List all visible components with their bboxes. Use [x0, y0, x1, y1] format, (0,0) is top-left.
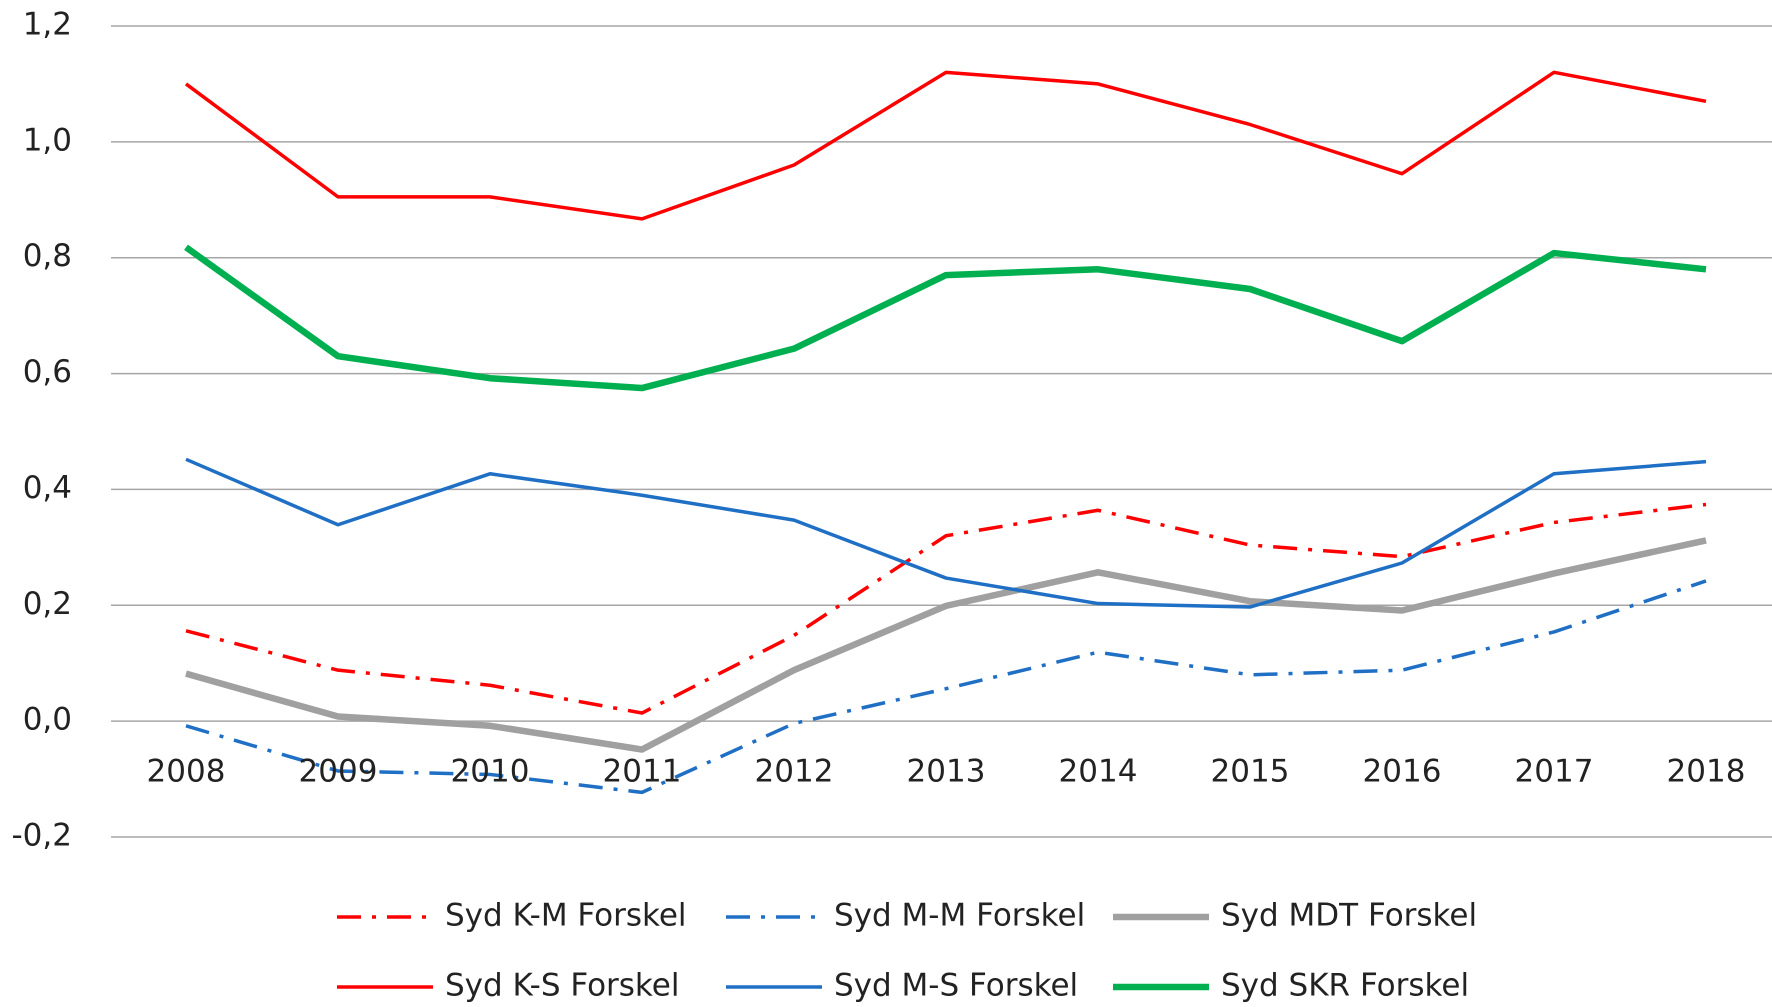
- series-line: [185, 579, 1707, 795]
- x-tick-label: 2013: [907, 754, 986, 790]
- x-tick-label: 2011: [603, 754, 682, 790]
- legend-label: Syd M-M Forskel: [834, 898, 1085, 934]
- y-tick-label: 0,4: [23, 470, 72, 506]
- series-line: [185, 502, 1707, 715]
- y-tick-label: 1,2: [23, 7, 72, 43]
- y-tick-label: 0,8: [23, 238, 72, 274]
- x-tick-label: 2018: [1667, 754, 1746, 790]
- x-tick-label: 2012: [755, 754, 834, 790]
- x-tick-label: 2017: [1515, 754, 1594, 790]
- series-line: [184, 244, 1707, 392]
- legend-label: Syd M-S Forskel: [834, 968, 1078, 1004]
- x-tick-label: 2010: [451, 754, 530, 790]
- x-tick-label: 2008: [147, 754, 226, 790]
- series-line: [184, 70, 1707, 221]
- y-tick-label: -0,2: [12, 818, 73, 854]
- y-tick-label: 0,2: [23, 586, 72, 622]
- x-tick-label: 2014: [1059, 754, 1138, 790]
- legend-label: Syd SKR Forskel: [1221, 968, 1469, 1004]
- legend-label: Syd MDT Forskel: [1221, 898, 1477, 934]
- series-line: [185, 537, 1707, 753]
- series-line: [185, 457, 1707, 609]
- legend-label: Syd K-M Forskel: [445, 898, 687, 934]
- y-tick-label: 0,6: [23, 354, 72, 390]
- legend-label: Syd K-S Forskel: [445, 968, 679, 1004]
- x-tick-label: 2015: [1211, 754, 1290, 790]
- y-tick-label: 0,0: [23, 702, 72, 738]
- x-tick-label: 2009: [299, 754, 378, 790]
- y-tick-label: 1,0: [23, 122, 72, 158]
- x-tick-label: 2016: [1363, 754, 1442, 790]
